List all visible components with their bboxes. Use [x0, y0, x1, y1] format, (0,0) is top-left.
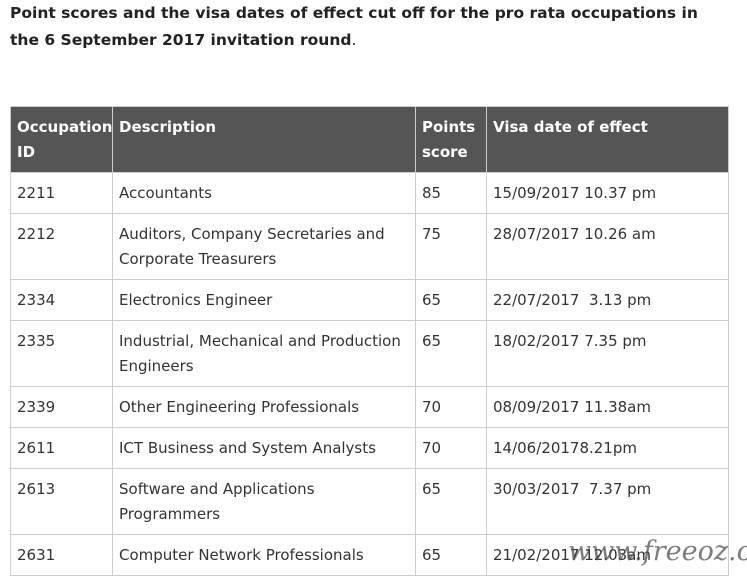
table-cell: 14/06/20178.21pm: [486, 427, 729, 469]
table-row: 2613 Software and Applications Programmer…: [10, 468, 729, 535]
table-row: 2334 Electronics Engineer 65 22/07/2017 3.1…: [10, 279, 729, 321]
table-cell: 22/07/2017 3.13 pm: [486, 279, 729, 321]
header-cell: Visa date of effect: [486, 106, 729, 173]
table-cell: 15/09/2017 10.37 pm: [486, 172, 729, 214]
table-row: 2212 Auditors, Company Secretaries and Co…: [10, 213, 729, 280]
table-row: 2339 Other Engineering Professionals 70 08/…: [10, 386, 729, 428]
table-cell: Other Engineering Professionals: [112, 386, 416, 428]
table-cell: Software and Applications Programmers: [112, 468, 416, 535]
table-cell: 70: [415, 427, 487, 469]
table-cell: 65: [415, 534, 487, 576]
table-cell: 18/02/2017 7.35 pm: [486, 320, 729, 387]
heading-text: Point scores and the visa dates of effec…: [10, 4, 698, 49]
table-cell: ICT Business and System Analysts: [112, 427, 416, 469]
table-cell: 2611: [10, 427, 113, 469]
table-cell: 75: [415, 213, 487, 280]
table-row: 2335 Industrial, Mechanical and Productio…: [10, 320, 729, 387]
table-cell: 85: [415, 172, 487, 214]
table-cell: 70: [415, 386, 487, 428]
table-cell: 08/09/2017 11.38am: [486, 386, 729, 428]
watermark: www.freeoz.org: [568, 536, 747, 567]
table-cell: Industrial, Mechanical and Production En…: [112, 320, 416, 387]
table-cell: 2335: [10, 320, 113, 387]
table-cell: 30/03/2017 7.37 pm: [486, 468, 729, 535]
table-cell: Accountants: [112, 172, 416, 214]
table-cell: 2339: [10, 386, 113, 428]
table-body: 2211 Accountants 85 15/09/2017 10.37 pm 2212…: [10, 172, 729, 576]
table-cell: 21/02/2017 12.03am: [486, 534, 729, 576]
table-cell: Auditors, Company Secretaries and Corpor…: [112, 213, 416, 280]
table-cell: 2613: [10, 468, 113, 535]
table-cell: Computer Network Professionals: [112, 534, 416, 576]
heading-end: .: [351, 31, 357, 49]
table-cell: Electronics Engineer: [112, 279, 416, 321]
table-cell: 65: [415, 320, 487, 387]
header-row: Occupation ID Description Points score Visa…: [10, 106, 729, 173]
table-row: 2631 Computer Network Professionals 65 21/0…: [10, 534, 729, 576]
header-cell: Occupation ID: [10, 106, 113, 173]
table-cell: 2211: [10, 172, 113, 214]
heading: Point scores and the visa dates of effec…: [10, 0, 710, 54]
table-cell: 28/07/2017 10.26 am: [486, 213, 729, 280]
table-cell: 2212: [10, 213, 113, 280]
table-cell: 2631: [10, 534, 113, 576]
header-cell: Description: [112, 106, 416, 173]
table-cell: 2334: [10, 279, 113, 321]
table-cell: 65: [415, 279, 487, 321]
table: Occupation ID Description Points score Visa…: [10, 106, 729, 576]
header-cell: Points score: [415, 106, 487, 173]
table-row: 2211 Accountants 85 15/09/2017 10.37 pm: [10, 172, 729, 214]
table-row: 2611 ICT Business and System Analysts 70 14…: [10, 427, 729, 469]
table-cell: 65: [415, 468, 487, 535]
